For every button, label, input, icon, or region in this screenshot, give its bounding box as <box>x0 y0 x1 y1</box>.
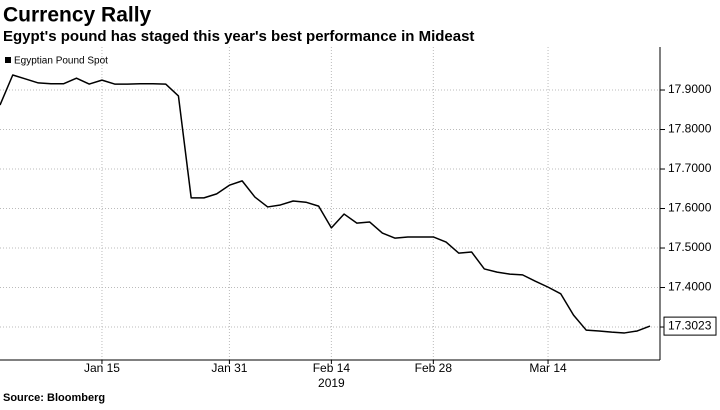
x-tick-label: Jan 31 <box>211 361 247 375</box>
x-tick-label: Feb 28 <box>415 361 453 375</box>
y-tick-label: 17.8000 <box>668 122 712 136</box>
x-tick-label: Jan 15 <box>84 361 120 375</box>
series-line <box>0 74 651 334</box>
last-value-box <box>663 316 717 336</box>
y-tick-label: 17.9000 <box>668 82 712 96</box>
chart-title: Currency Rally <box>3 4 152 27</box>
y-tick-label: 17.4000 <box>668 280 712 294</box>
chart-subtitle: Egypt's pound has staged this year's bes… <box>3 28 474 45</box>
y-tick-label: 17.6000 <box>668 201 712 215</box>
y-tick-label: 17.7000 <box>668 161 712 175</box>
x-tick-label: Feb 14 <box>313 361 351 375</box>
y-tick-label: 17.5000 <box>668 240 712 254</box>
x-tick-label: Mar 14 <box>529 361 567 375</box>
source: Source: Bloomberg <box>3 392 105 404</box>
x-axis-label: 2019 <box>318 376 345 390</box>
legend-label: Egyptian Pound Spot <box>14 56 108 67</box>
last-value-label: 17.3023 <box>668 318 712 332</box>
legend-swatch <box>5 57 11 63</box>
